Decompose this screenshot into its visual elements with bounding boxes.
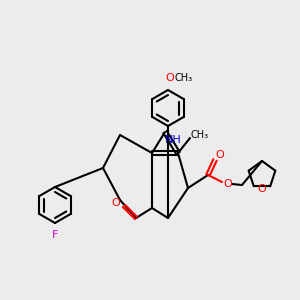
Text: CH₃: CH₃	[175, 73, 193, 83]
Text: O: O	[112, 198, 120, 208]
Text: NH: NH	[165, 135, 182, 145]
Text: O: O	[257, 184, 266, 194]
Text: F: F	[52, 230, 58, 240]
Text: O: O	[216, 150, 224, 160]
Text: O: O	[166, 73, 174, 83]
Text: CH₃: CH₃	[191, 130, 209, 140]
Text: O: O	[224, 179, 232, 189]
